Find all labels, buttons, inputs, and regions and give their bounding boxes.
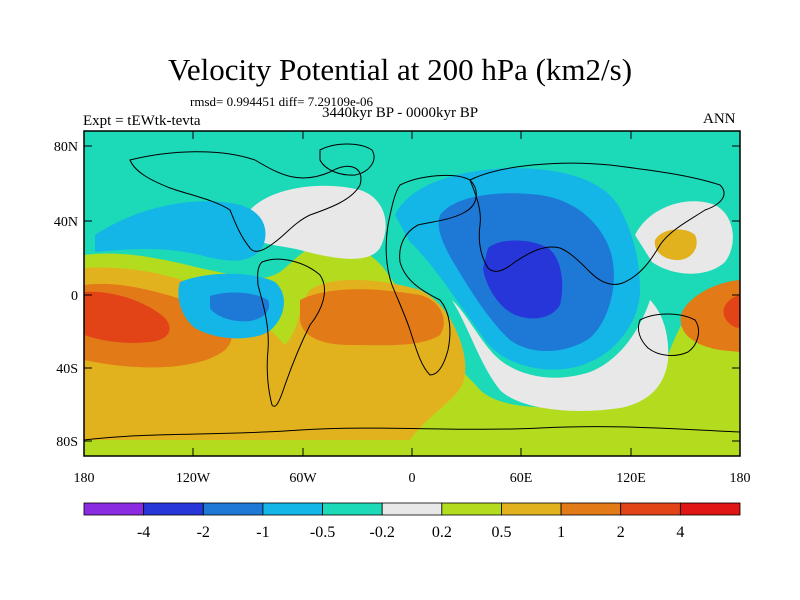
- lat-label-0: 0: [71, 289, 78, 304]
- field-positive-red-east: [723, 295, 740, 328]
- field-positive-red: [84, 291, 170, 343]
- coast-greenland: [319, 143, 375, 176]
- coast-north-america: [129, 151, 362, 252]
- colorbar-swatch: [679, 502, 741, 516]
- colorbar-label: 0.2: [432, 524, 452, 541]
- lat-ticks: [84, 145, 740, 442]
- field-positive-orange-east: [680, 280, 740, 352]
- colorbar: -4 -2 -1 -0.5 -0.2 0.2 0.5 1 2 4: [83, 502, 741, 541]
- experiment-label: Expt = tEWtk-tevta: [83, 113, 201, 129]
- field-near-zero-south: [452, 300, 669, 411]
- colorbar-swatch: [441, 502, 502, 516]
- field-negative-dark-blue: [483, 240, 563, 319]
- coast-south-america: [257, 258, 325, 407]
- lat-label-40n: 40N: [54, 215, 78, 230]
- colorbar-swatch: [143, 502, 204, 516]
- colorbar-swatch: [560, 502, 622, 516]
- lon-label-120e: 120E: [616, 471, 646, 486]
- field-positive-japan: [654, 229, 697, 261]
- field-negative-medium-blue-2: [210, 292, 270, 322]
- coastlines: [84, 143, 740, 441]
- field-positive-orange-3: [300, 289, 444, 346]
- colorbar-label: 1: [557, 524, 565, 541]
- lat-label-40s: 40S: [56, 362, 78, 377]
- field-near-zero-west: [250, 185, 386, 259]
- lon-label-60w: 60W: [289, 471, 317, 486]
- period-label: 3440kyr BP - 0000kyr BP: [322, 105, 479, 121]
- season-label: ANN: [703, 111, 736, 127]
- colorbar-swatch: [262, 502, 323, 516]
- colorbar-swatch: [501, 502, 562, 516]
- colorbar-swatch: [202, 502, 264, 516]
- colorbar-label: -1: [256, 524, 269, 541]
- colorbar-swatch: [83, 502, 145, 516]
- colorbar-label: 2: [617, 524, 625, 541]
- stats-line: rmsd= 0.994451 diff= 7.29109e-06: [190, 94, 374, 109]
- lat-label-80s: 80S: [56, 435, 78, 450]
- lon-label-180e: 180: [730, 471, 751, 486]
- lon-label-60e: 60E: [510, 471, 533, 486]
- colorbar-label: -4: [137, 524, 150, 541]
- colorbar-label: 4: [676, 524, 684, 541]
- field-negative-light-blue-pacific: [95, 201, 266, 261]
- coast-antarctica: [84, 426, 740, 441]
- colorbar-label: -0.2: [370, 524, 395, 541]
- colorbar-label: -0.5: [310, 524, 335, 541]
- coast-asia: [469, 162, 725, 285]
- colorbar-swatch: [381, 502, 443, 516]
- lat-label-80n: 80N: [54, 140, 78, 155]
- colorbar-swatch: [322, 502, 383, 516]
- lon-ticks: [83, 131, 741, 456]
- colorbar-label: -2: [197, 524, 210, 541]
- colorbar-label: 0.5: [491, 524, 511, 541]
- coast-australia: [637, 313, 699, 356]
- colorbar-swatch: [620, 502, 681, 516]
- velocity-potential-field: [84, 131, 740, 456]
- plot-title: Velocity Potential at 200 hPa (km2/s): [167, 52, 633, 87]
- lon-label-0: 0: [409, 471, 416, 486]
- lon-label-120w: 120W: [176, 471, 211, 486]
- lon-label-180w: 180: [74, 471, 95, 486]
- coast-europe-africa: [385, 175, 477, 376]
